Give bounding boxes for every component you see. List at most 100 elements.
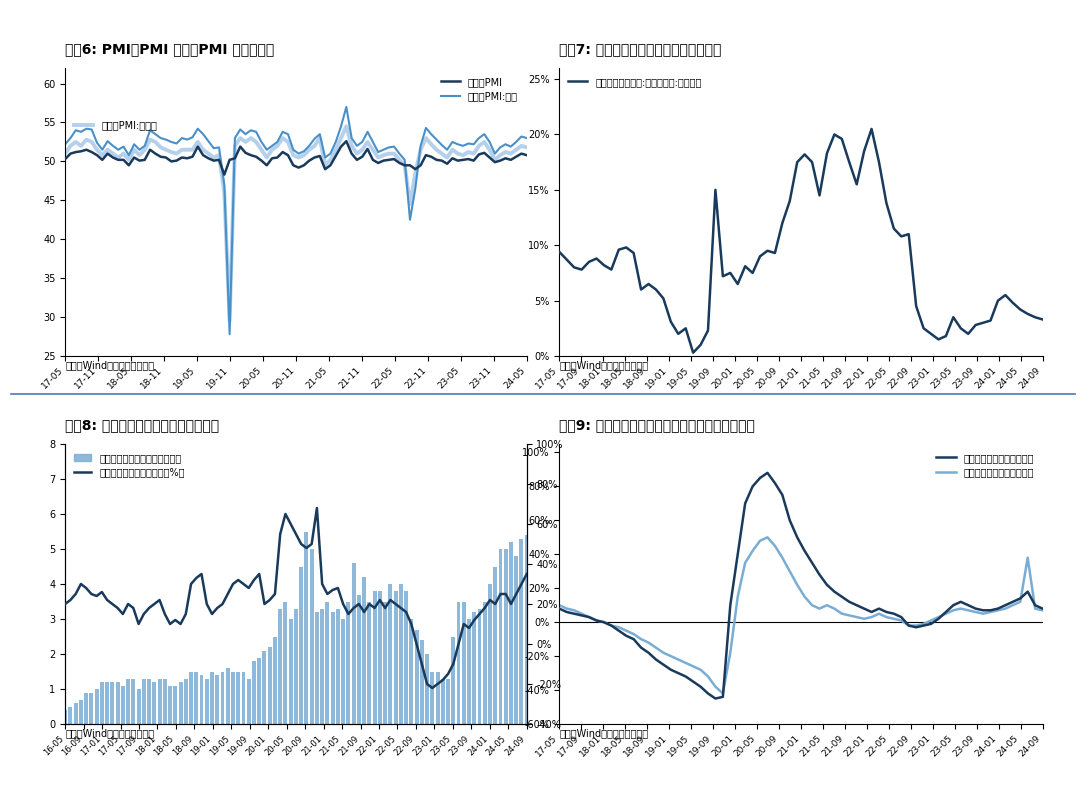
- Bar: [315, 612, 319, 724]
- Bar: [210, 671, 214, 724]
- Bar: [310, 549, 314, 724]
- Bar: [300, 566, 303, 724]
- Legend: 金属切削机床产量累计同比, 金属成形机床产量累计同比: 金属切削机床产量累计同比, 金属成形机床产量累计同比: [932, 449, 1038, 482]
- Bar: [488, 584, 492, 724]
- Bar: [456, 602, 460, 724]
- Bar: [478, 609, 481, 724]
- Bar: [247, 678, 251, 724]
- Bar: [294, 609, 298, 724]
- Bar: [389, 584, 392, 724]
- Bar: [226, 668, 230, 724]
- Bar: [94, 689, 99, 724]
- Text: 图表9: 我国金属切削机床、成形机床产量累计同比: 图表9: 我国金属切削机床、成形机床产量累计同比: [559, 418, 755, 432]
- Text: 来源：Wind，国金证券研究所: 来源：Wind，国金证券研究所: [65, 360, 154, 370]
- Bar: [178, 682, 182, 724]
- Bar: [304, 531, 308, 724]
- Bar: [509, 542, 513, 724]
- Bar: [131, 678, 136, 724]
- Bar: [346, 602, 351, 724]
- Bar: [504, 549, 507, 724]
- Text: 图表6: PMI、PMI 生产、PMI 新订单情况: 图表6: PMI、PMI 生产、PMI 新订单情况: [65, 42, 275, 56]
- Bar: [409, 619, 414, 724]
- Bar: [152, 682, 156, 724]
- Bar: [320, 609, 324, 724]
- Bar: [100, 682, 104, 724]
- Bar: [352, 563, 355, 724]
- Bar: [283, 602, 288, 724]
- Bar: [498, 549, 503, 724]
- Bar: [525, 535, 529, 724]
- Text: 来源：Wind，国金证券研究所: 来源：Wind，国金证券研究所: [559, 360, 648, 370]
- Legend: 工业机器人产量当月值（万台）, 工业机器人产量当月同比（%）: 工业机器人产量当月值（万台）, 工业机器人产量当月同比（%）: [70, 449, 189, 482]
- Bar: [341, 619, 345, 724]
- Bar: [446, 678, 450, 724]
- Bar: [137, 689, 140, 724]
- Bar: [220, 671, 225, 724]
- Bar: [79, 699, 83, 724]
- Bar: [237, 671, 240, 724]
- Bar: [330, 612, 334, 724]
- Legend: 制造业PMI:新订单: 制造业PMI:新订单: [70, 116, 161, 134]
- Bar: [263, 650, 266, 724]
- Bar: [157, 678, 162, 724]
- Bar: [163, 678, 167, 724]
- Bar: [472, 612, 477, 724]
- Bar: [189, 671, 193, 724]
- Bar: [147, 678, 151, 724]
- Bar: [404, 591, 408, 724]
- Text: 来源：Wind，国金证券研究所: 来源：Wind，国金证券研究所: [65, 728, 154, 738]
- Bar: [425, 654, 429, 724]
- Bar: [63, 710, 67, 724]
- Bar: [115, 682, 119, 724]
- Bar: [435, 671, 440, 724]
- Bar: [111, 682, 114, 724]
- Bar: [273, 637, 277, 724]
- Bar: [289, 619, 292, 724]
- Bar: [515, 556, 518, 724]
- Bar: [184, 678, 188, 724]
- Bar: [493, 566, 497, 724]
- Bar: [336, 609, 340, 724]
- Bar: [194, 671, 199, 724]
- Bar: [126, 678, 130, 724]
- Bar: [467, 619, 471, 724]
- Bar: [268, 647, 272, 724]
- Text: 图表8: 我国工业机器人产量及当月同比: 图表8: 我国工业机器人产量及当月同比: [65, 418, 219, 432]
- Bar: [462, 602, 466, 724]
- Bar: [420, 640, 424, 724]
- Legend: 规模以上工业企业:产成品存货:期末同比: 规模以上工业企业:产成品存货:期末同比: [564, 73, 706, 90]
- Bar: [105, 682, 109, 724]
- Bar: [168, 686, 172, 724]
- Text: 来源：Wind，国金证券研究所: 来源：Wind，国金证券研究所: [559, 728, 648, 738]
- Bar: [399, 584, 403, 724]
- Bar: [231, 671, 235, 724]
- Bar: [393, 591, 397, 724]
- Bar: [205, 678, 209, 724]
- Bar: [257, 658, 262, 724]
- Bar: [441, 678, 445, 724]
- Bar: [89, 693, 93, 724]
- Text: 图表7: 工业企业产成品存货累计同比情况: 图表7: 工业企业产成品存货累计同比情况: [559, 42, 722, 56]
- Bar: [241, 671, 245, 724]
- Bar: [278, 609, 282, 724]
- Bar: [367, 602, 371, 724]
- Bar: [142, 678, 146, 724]
- Bar: [415, 630, 418, 724]
- Bar: [85, 693, 88, 724]
- Bar: [378, 591, 382, 724]
- Bar: [372, 591, 377, 724]
- Bar: [121, 686, 125, 724]
- Bar: [68, 706, 73, 724]
- Bar: [452, 637, 455, 724]
- Bar: [215, 675, 219, 724]
- Bar: [483, 602, 487, 724]
- Bar: [430, 671, 434, 724]
- Bar: [383, 602, 387, 724]
- Bar: [174, 686, 177, 724]
- Bar: [357, 594, 361, 724]
- Bar: [326, 602, 329, 724]
- Bar: [74, 703, 77, 724]
- Bar: [200, 675, 203, 724]
- Bar: [362, 577, 366, 724]
- Bar: [252, 661, 256, 724]
